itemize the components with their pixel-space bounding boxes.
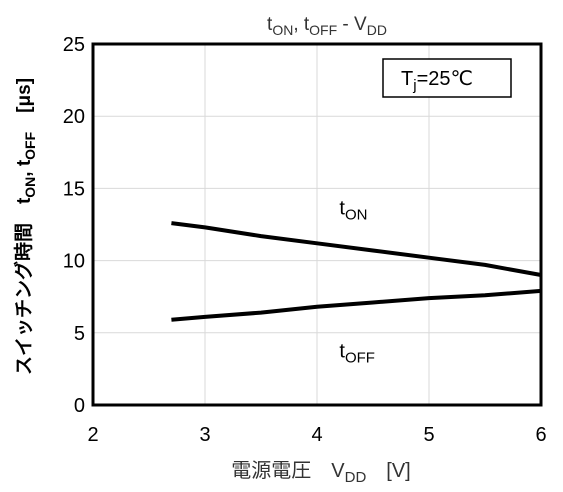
- series-line-ton: [171, 221, 542, 277]
- x-tick-label: 4: [311, 424, 322, 446]
- y-axis-label: スイッチング時間 tON​, tOFF​ [μs]: [12, 78, 38, 375]
- text-part: , t: [293, 14, 310, 35]
- text-part: [μs]: [14, 78, 35, 132]
- text-subscript: DD: [345, 469, 367, 486]
- tick-label-layer: 2 3 4 5 6 0 5 10 15 20 25: [63, 34, 547, 446]
- text-part: - V: [337, 14, 367, 35]
- series-label-sub: ON: [345, 206, 368, 223]
- series-label-sub: OFF: [345, 349, 375, 366]
- chart-title: tON​, tOFF​ - VDD​: [267, 14, 387, 38]
- series-label-toff: tOFF: [339, 340, 375, 366]
- annotation-box: [382, 58, 512, 98]
- annotation-text: Tj​=25℃: [401, 68, 473, 94]
- y-tick-label: 20: [63, 106, 85, 128]
- text-subscript: OFF: [309, 22, 337, 38]
- series-layer: [171, 221, 542, 322]
- text-subscript: OFF: [22, 131, 38, 159]
- series-label-ton: tON: [339, 197, 367, 223]
- y-tick-label: 25: [63, 34, 85, 56]
- text-part: , t: [14, 159, 35, 177]
- series-label-main: t: [339, 340, 345, 362]
- text-subscript: j: [412, 77, 416, 94]
- text-part: [V]: [366, 460, 410, 482]
- y-tick-label: 10: [63, 251, 85, 273]
- x-tick-label: 2: [87, 424, 98, 446]
- grid-layer: [93, 44, 541, 405]
- text-part: 電源電圧 V: [231, 459, 345, 482]
- text-part: =25℃: [417, 68, 473, 90]
- x-tick-label: 3: [199, 424, 210, 446]
- plot-frame: [91, 42, 543, 407]
- series-label-main: t: [339, 197, 345, 219]
- y-tick-label: 5: [74, 323, 85, 345]
- x-tick-label: 6: [535, 424, 546, 446]
- text-subscript: DD: [367, 22, 387, 38]
- x-tick-label: 5: [423, 424, 434, 446]
- text-part: t: [267, 14, 273, 35]
- y-tick-label: 0: [74, 395, 85, 417]
- text-subscript: ON: [272, 22, 293, 38]
- text-part: スイッチング時間 t: [12, 197, 35, 375]
- series-line-toff: [171, 288, 542, 322]
- x-axis-label: 電源電圧 VDD​ [V]: [231, 459, 410, 486]
- y-tick-label: 15: [63, 178, 85, 200]
- text-subscript: ON: [22, 177, 38, 198]
- text-part: T: [401, 68, 413, 90]
